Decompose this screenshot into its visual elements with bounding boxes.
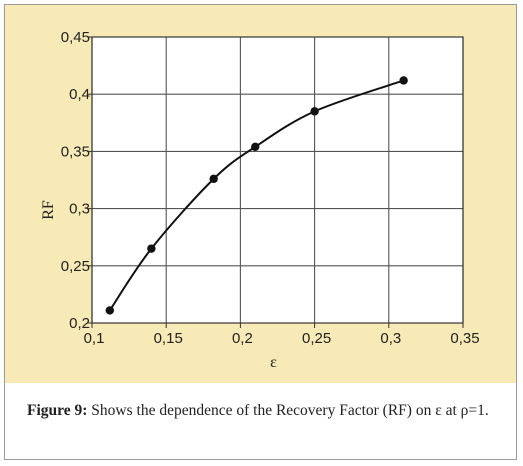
y-tick-label: 0,35: [61, 143, 90, 160]
caption-text: Shows the dependence of the Recovery Fac…: [87, 402, 489, 419]
caption-label: Figure 9:: [27, 402, 88, 419]
data-point: [310, 107, 319, 116]
x-tick-label: 0,3: [380, 330, 401, 347]
data-point: [105, 306, 115, 315]
x-tick-label: 0,15: [154, 330, 183, 347]
y-tick-label: 0,45: [61, 29, 90, 46]
figure-caption: Figure 9: Shows the dependence of the Re…: [27, 399, 507, 423]
y-axis-label: RF: [40, 200, 57, 220]
rf-vs-epsilon-chart: 0,1 0,15 0,2 0,25 0,3 0,35 0,2 0,25 0,3 0,35 0,4 0,…: [40, 29, 480, 371]
chart-panel: 0,1 0,15 0,2 0,25 0,3 0,35 0,2 0,25 0,3 0,35 0,4 0,…: [5, 5, 516, 383]
x-tick-label: 0,25: [302, 330, 331, 347]
data-point: [251, 142, 260, 152]
y-tick-label: 0,4: [69, 86, 90, 103]
data-point: [399, 76, 408, 85]
x-tick-label: 0,35: [450, 330, 479, 347]
data-point: [209, 174, 218, 184]
plot-border: [91, 36, 464, 324]
x-axis-label: ε: [270, 354, 277, 371]
y-tick-label: 0,3: [69, 201, 90, 218]
data-point: [147, 244, 156, 253]
plot-area: [92, 37, 463, 323]
series-line: [108, 79, 404, 311]
y-tick-label: 0,2: [69, 315, 90, 332]
x-tick-label: 0,1: [84, 330, 105, 347]
y-tick-label: 0,25: [61, 258, 90, 275]
figure-frame: 0,1 0,15 0,2 0,25 0,3 0,35 0,2 0,25 0,3 0,35 0,4 0,…: [4, 4, 517, 460]
x-tick-label: 0,2: [232, 330, 253, 347]
